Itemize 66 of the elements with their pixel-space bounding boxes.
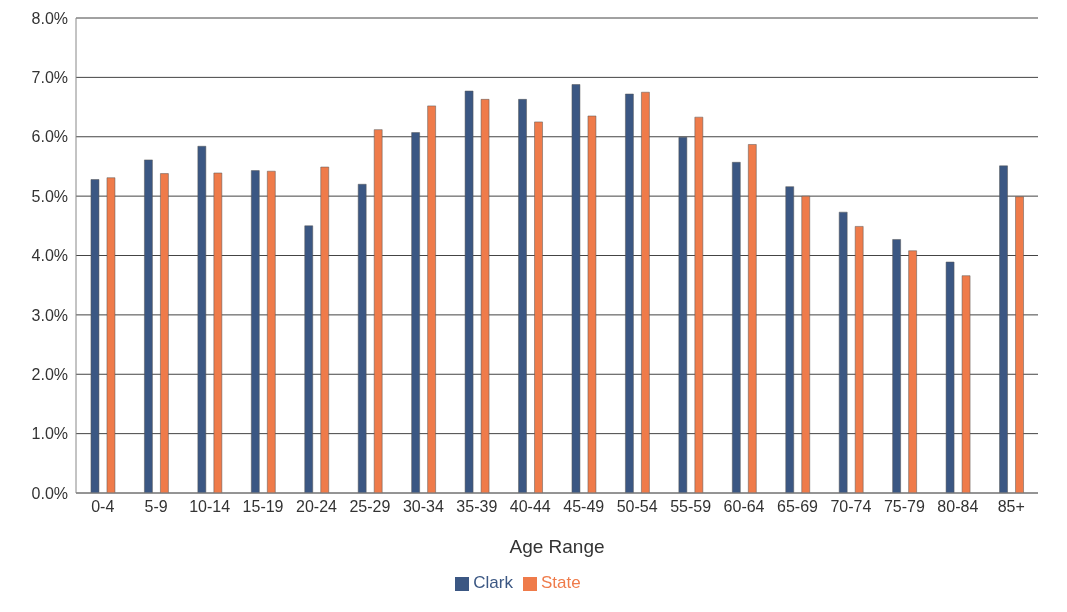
bar	[480, 99, 490, 493]
x-tick-label: 0-4	[91, 498, 115, 516]
x-tick-label: 15-19	[242, 498, 284, 516]
bar	[90, 179, 100, 493]
y-tick-label: 2.0%	[31, 365, 68, 383]
x-tick-label: 75-79	[883, 498, 925, 516]
x-tick-label: 5-9	[144, 498, 168, 516]
x-tick-label: 45-49	[563, 498, 605, 516]
bar	[411, 132, 420, 493]
bar	[999, 165, 1008, 493]
bar	[464, 90, 474, 493]
y-tick-label: 8.0%	[31, 9, 68, 27]
bar	[320, 166, 329, 493]
bar	[732, 162, 741, 493]
bar	[587, 115, 597, 493]
bar	[694, 116, 704, 493]
x-tick-label: 85+	[997, 498, 1025, 516]
bar	[801, 195, 810, 493]
bar	[838, 211, 848, 493]
bar	[304, 225, 313, 493]
x-tick-label: 10-14	[189, 498, 231, 516]
bar	[748, 144, 757, 493]
x-tick-label: 25-29	[349, 498, 391, 516]
x-tick-label: 20-24	[296, 498, 338, 516]
bar	[908, 250, 917, 493]
bar	[854, 226, 864, 493]
bar	[357, 184, 367, 493]
y-tick-label: 6.0%	[31, 128, 68, 146]
bar	[267, 170, 276, 493]
x-tick-label: 35-39	[456, 498, 498, 516]
y-tick-label: 7.0%	[31, 69, 68, 87]
bar	[534, 121, 543, 493]
y-tick-label: 0.0%	[31, 484, 68, 502]
bar	[251, 170, 260, 493]
bar	[945, 261, 955, 493]
legend-label: Clark	[473, 573, 513, 592]
x-tick-label: 70-74	[830, 498, 872, 516]
legend-label: State	[540, 573, 581, 592]
x-tick-label: 80-84	[937, 498, 979, 516]
bar	[518, 99, 527, 493]
bar	[785, 186, 794, 493]
bar	[213, 172, 223, 493]
y-tick-label: 5.0%	[31, 187, 68, 205]
bar	[678, 137, 688, 493]
bar	[625, 93, 634, 493]
bar	[961, 275, 971, 493]
bar	[106, 177, 116, 493]
x-tick-label: 40-44	[509, 498, 551, 516]
y-tick-label: 3.0%	[31, 306, 68, 324]
bar	[641, 91, 650, 493]
x-tick-label: 55-59	[670, 498, 712, 516]
bar	[197, 146, 207, 493]
bar	[373, 129, 383, 493]
y-tick-label: 4.0%	[31, 247, 68, 265]
bar	[144, 159, 153, 493]
bar	[160, 173, 169, 493]
x-tick-label: 60-64	[723, 498, 765, 516]
x-axis-title: Age Range	[509, 536, 605, 557]
x-tick-label: 30-34	[402, 498, 444, 516]
bar	[892, 239, 901, 493]
bar	[1015, 196, 1024, 493]
bar	[571, 84, 581, 493]
y-tick-label: 1.0%	[31, 425, 68, 443]
bar	[427, 105, 436, 493]
x-tick-label: 65-69	[777, 498, 819, 516]
x-tick-label: 50-54	[616, 498, 658, 516]
